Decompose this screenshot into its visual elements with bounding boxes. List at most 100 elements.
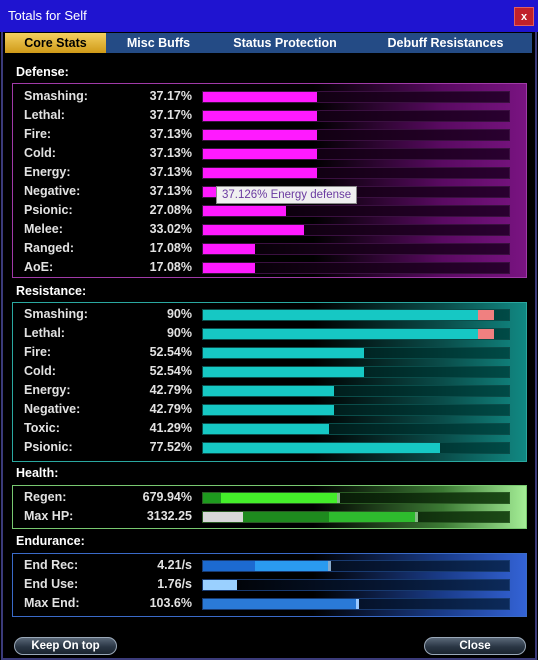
res-bar-fill [203, 405, 334, 415]
end-bar-track [202, 560, 510, 572]
res-row[interactable]: Cold: 52.54% [13, 362, 528, 381]
endurance-panel: End Rec: 4.21/s End Use: 1.76/s Max End: 103.… [12, 553, 527, 617]
res-bar-fill [203, 386, 334, 396]
def-bar-fill [203, 225, 304, 235]
def-row[interactable]: Psionic: 27.08% [13, 201, 528, 220]
res-stat-value: 42.79% [149, 383, 192, 397]
def-row[interactable]: Energy: 37.13% [13, 163, 528, 182]
def-stat-value: 37.13% [149, 127, 192, 141]
end-bar-track [202, 579, 510, 591]
health-heading: Health: [16, 466, 59, 480]
resistance-panel: Smashing: 90% Lethal: 90% Fire: 52.54% Cold: 52… [12, 302, 527, 462]
end-row[interactable]: End Rec: 4.21/s [13, 556, 528, 575]
hp-bar-segment [203, 512, 243, 522]
def-bar-track [202, 205, 510, 217]
def-bar-track [202, 129, 510, 141]
def-stat-label: Negative: [24, 184, 81, 198]
end-bar-segment [203, 580, 237, 590]
hp-bar-segment [203, 493, 221, 503]
res-row[interactable]: Lethal: 90% [13, 324, 528, 343]
end-bar-track [202, 598, 510, 610]
hp-bar-segment [415, 512, 418, 522]
def-bar-track [202, 110, 510, 122]
tab-status-protection[interactable]: Status Protection [233, 36, 337, 50]
hp-bar-segment [243, 512, 329, 522]
end-bar-segment [203, 561, 255, 571]
def-row[interactable]: Melee: 33.02% [13, 220, 528, 239]
window-title: Totals for Self [8, 8, 87, 23]
def-stat-value: 17.08% [149, 241, 192, 255]
res-stat-value: 52.54% [149, 364, 192, 378]
endurance-heading: Endurance: [16, 534, 85, 548]
def-bar-fill [203, 206, 286, 216]
def-stat-label: Fire: [24, 127, 52, 141]
res-stat-label: Fire: [24, 345, 52, 359]
close-button[interactable]: Close [424, 637, 526, 655]
res-bar-track [202, 309, 510, 321]
res-bar-fill [203, 310, 478, 320]
tab-misc-buffs[interactable]: Misc Buffs [126, 36, 191, 50]
hp-stat-label: Regen: [24, 490, 67, 504]
res-bar-fill [203, 367, 364, 377]
res-bar-fill [203, 443, 440, 453]
def-row[interactable]: AoE: 17.08% [13, 258, 528, 277]
end-bar-segment [203, 599, 356, 609]
hp-stat-value: 679.94% [142, 490, 192, 504]
def-row[interactable]: Fire: 37.13% [13, 125, 528, 144]
res-row[interactable]: Smashing: 90% [13, 305, 528, 324]
health-panel: Regen: 679.94% Max HP: 3132.25 [12, 485, 527, 529]
hp-bar-segment [337, 493, 340, 503]
hp-row[interactable]: Regen: 679.94% [13, 488, 528, 507]
def-bar-track [202, 262, 510, 274]
hp-stat-label: Max HP: [24, 509, 74, 523]
res-stat-label: Cold: [24, 364, 56, 378]
res-bar-track [202, 366, 510, 378]
end-row[interactable]: Max End: 103.6% [13, 594, 528, 613]
res-stat-value: 90% [166, 307, 192, 321]
tab-bar: Core Stats Misc Buffs Status Protection … [5, 33, 532, 53]
end-stat-label: End Use: [24, 577, 79, 591]
tab-core-stats[interactable]: Core Stats [5, 33, 106, 53]
res-bar-track [202, 385, 510, 397]
def-bar-track [202, 167, 510, 179]
def-bar-track [202, 243, 510, 255]
res-stat-value: 42.79% [149, 402, 192, 416]
def-stat-value: 33.02% [149, 222, 192, 236]
def-row[interactable]: Smashing: 37.17% [13, 87, 528, 106]
def-stat-value: 37.13% [149, 146, 192, 160]
res-row[interactable]: Negative: 42.79% [13, 400, 528, 419]
hp-bar-track [202, 511, 510, 523]
hp-row[interactable]: Max HP: 3132.25 [13, 507, 528, 526]
res-bar-fill [203, 348, 364, 358]
hp-bar-track [202, 492, 510, 504]
def-bar-track [202, 148, 510, 160]
res-row[interactable]: Psionic: 77.52% [13, 438, 528, 457]
res-row[interactable]: Toxic: 41.29% [13, 419, 528, 438]
res-bar-track [202, 423, 510, 435]
def-bar-track [202, 224, 510, 236]
tab-debuff-resistances[interactable]: Debuff Resistances [387, 36, 504, 50]
def-stat-value: 37.13% [149, 165, 192, 179]
res-stat-label: Energy: [24, 383, 71, 397]
keep-on-top-button[interactable]: Keep On top [14, 637, 117, 655]
def-stat-label: Melee: [24, 222, 63, 236]
title-bar: Totals for Self x [0, 0, 538, 32]
res-row[interactable]: Energy: 42.79% [13, 381, 528, 400]
def-row[interactable]: Lethal: 37.17% [13, 106, 528, 125]
def-stat-value: 17.08% [149, 260, 192, 274]
defense-heading: Defense: [16, 65, 69, 79]
def-stat-label: AoE: [24, 260, 54, 274]
end-bar-segment [328, 561, 331, 571]
def-row[interactable]: Ranged: 17.08% [13, 239, 528, 258]
hp-bar-segment [221, 493, 337, 503]
res-cap-marker [478, 310, 494, 320]
def-stat-label: Energy: [24, 165, 71, 179]
res-row[interactable]: Fire: 52.54% [13, 343, 528, 362]
def-stat-value: 37.13% [149, 184, 192, 198]
resistance-heading: Resistance: [16, 284, 87, 298]
def-row[interactable]: Cold: 37.13% [13, 144, 528, 163]
close-icon[interactable]: x [514, 7, 534, 26]
end-stat-value: 103.6% [149, 596, 192, 610]
end-row[interactable]: End Use: 1.76/s [13, 575, 528, 594]
hp-bar-segment [329, 512, 415, 522]
